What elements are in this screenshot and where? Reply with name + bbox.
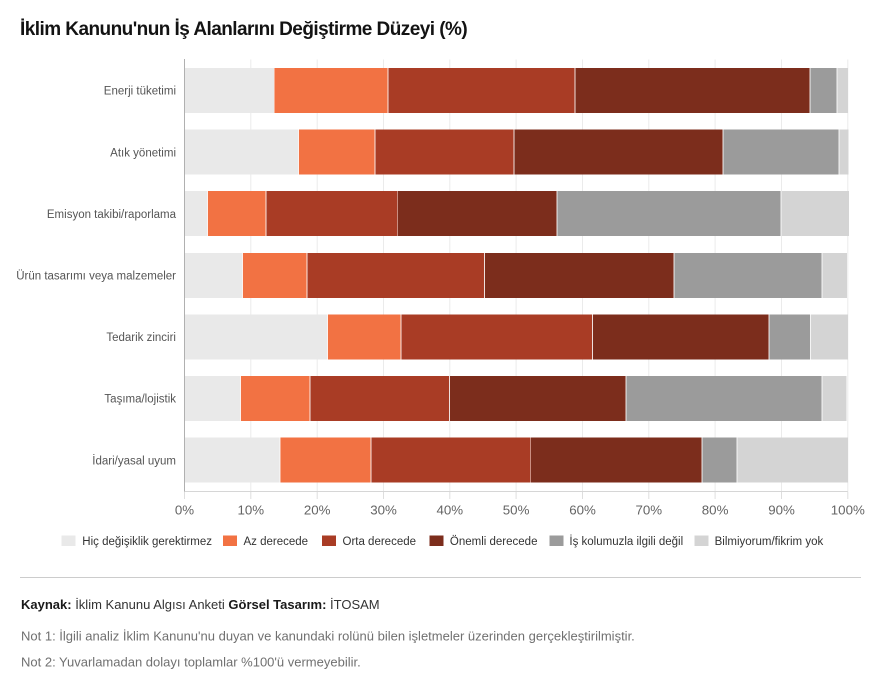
svg-text:Not 1: İlgili analiz İklim Kan: Not 1: İlgili analiz İklim Kanunu'nu duy… [21, 628, 635, 643]
svg-text:30%: 30% [370, 503, 397, 518]
svg-text:60%: 60% [569, 503, 596, 518]
svg-text:Ürün tasarımı veya malzemeler: Ürün tasarımı veya malzemeler [16, 271, 176, 283]
svg-text:Taşıma/lojistik: Taşıma/lojistik [104, 394, 176, 406]
svg-text:Bilmiyorum/fikrim yok: Bilmiyorum/fikrim yok [715, 536, 824, 548]
svg-text:50%: 50% [503, 503, 530, 518]
svg-text:0%: 0% [175, 503, 194, 518]
svg-text:Atık yönetimi: Atık yönetimi [110, 147, 176, 159]
svg-text:100%: 100% [831, 503, 865, 518]
svg-text:Kaynak: İklim Kanunu Algısı An: Kaynak: İklim Kanunu Algısı Anketi Görse… [21, 597, 380, 612]
svg-text:90%: 90% [768, 503, 795, 518]
svg-text:10%: 10% [237, 503, 264, 518]
svg-text:Az derecede: Az derecede [244, 536, 309, 548]
svg-text:Tedarik zinciri: Tedarik zinciri [106, 332, 176, 344]
svg-text:İş kolumuzla ilgili değil: İş kolumuzla ilgili değil [569, 535, 683, 548]
svg-text:40%: 40% [436, 503, 463, 518]
svg-text:Orta derecede: Orta derecede [343, 536, 417, 548]
svg-text:Not 2: Yuvarlamadan dolayı top: Not 2: Yuvarlamadan dolayı toplamlar %10… [21, 655, 361, 670]
svg-text:70%: 70% [635, 503, 662, 518]
svg-text:Enerji tüketimi: Enerji tüketimi [104, 86, 176, 98]
svg-text:Emisyon takibi/raporlama: Emisyon takibi/raporlama [47, 209, 177, 221]
svg-text:80%: 80% [702, 503, 729, 518]
svg-text:Hiç değişiklik gerektirmez: Hiç değişiklik gerektirmez [82, 536, 212, 548]
svg-text:İdari/yasal uyum: İdari/yasal uyum [92, 454, 176, 467]
svg-text:20%: 20% [304, 503, 331, 518]
svg-text:İklim Kanunu'nun İş Alanlarını: İklim Kanunu'nun İş Alanlarını Değiştirm… [20, 19, 467, 40]
svg-text:Önemli derecede: Önemli derecede [450, 536, 538, 548]
